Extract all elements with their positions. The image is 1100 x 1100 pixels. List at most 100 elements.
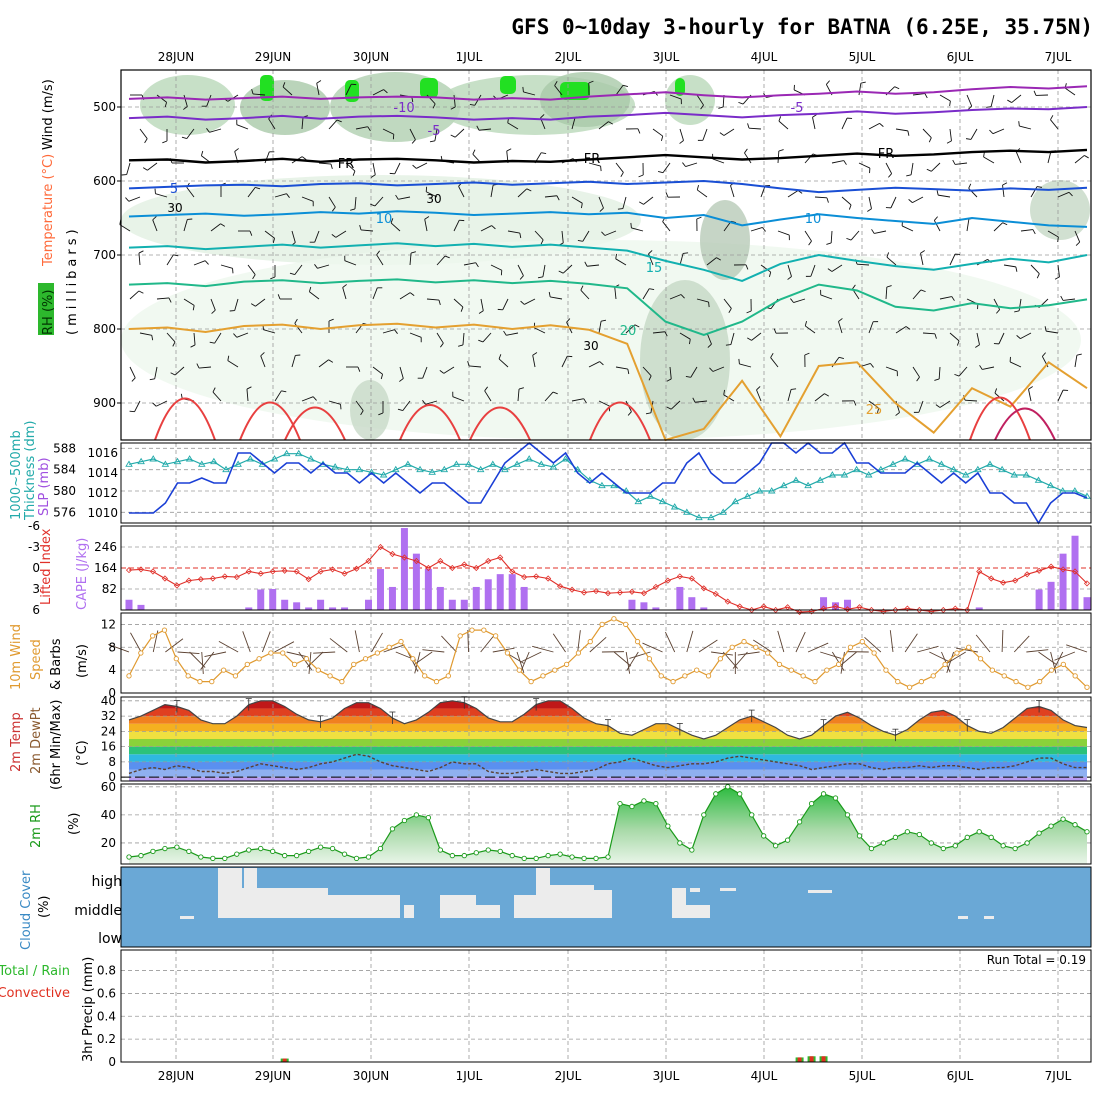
surface-wind-barb: [354, 630, 360, 653]
lifted-index-point: [377, 543, 384, 551]
thickness-point: [416, 465, 424, 473]
upper-wind-barb-flag: [876, 407, 880, 414]
cape-bar: [496, 574, 504, 610]
upper-wind-barb-flag: [458, 344, 464, 347]
wind-speed-point: [895, 678, 901, 685]
rh-point: [665, 823, 671, 829]
upper-wind-barb: [912, 366, 920, 378]
upper-wind-barb-flag: [645, 412, 652, 415]
rh-point: [689, 847, 695, 853]
thickness-point: [852, 465, 861, 473]
cape-bar: [652, 607, 660, 610]
wind-speed-point: [765, 650, 771, 656]
surface-wind-barb: [1013, 635, 1030, 653]
upper-wind-barb: [895, 326, 907, 334]
rh-point: [1012, 845, 1018, 852]
cape-bar: [412, 553, 420, 610]
thickness-point: [683, 508, 691, 515]
surface-wind-barb: [218, 640, 239, 653]
run-total-label: Run Total = 0.19: [987, 953, 1086, 967]
upper-wind-barb: [274, 193, 287, 198]
upper-wind-barb: [970, 128, 978, 140]
rh-point: [198, 854, 204, 860]
upper-wind-barb: [234, 298, 239, 311]
upper-wind-barb: [517, 188, 528, 198]
rh-point: [329, 845, 336, 852]
upper-wind-barb-flag: [138, 290, 144, 294]
wind-speed-point: [244, 661, 250, 668]
upper-wind-barb-flag: [648, 375, 652, 381]
upper-wind-barb: [1057, 389, 1064, 402]
wind-speed-point: [220, 667, 227, 673]
cloud-cell: [218, 868, 242, 888]
upper-wind-barb-flag: [359, 225, 362, 231]
upper-wind-barb-flag: [1042, 352, 1046, 357]
rh-point: [126, 854, 132, 860]
rh-shading-blob: [640, 280, 730, 440]
upper-wind-barb-flag: [192, 305, 195, 311]
upper-wind-barb: [463, 262, 476, 266]
upper-wind-barb: [1047, 230, 1059, 238]
surface-wind-barb: [840, 651, 845, 674]
upper-wind-barb: [976, 332, 980, 345]
rh-saturated-patch: [560, 82, 590, 100]
wind-speed-point: [516, 667, 522, 673]
wind-speed-point: [528, 678, 534, 685]
lifted-index-point: [1036, 567, 1043, 574]
top-date-label: 28JUN: [158, 50, 195, 64]
upper-wind-barb: [744, 152, 752, 164]
upper-wind-barb-flag: [286, 193, 290, 198]
wind-speed-point: [351, 661, 357, 668]
cape-bar: [388, 586, 396, 610]
upper-wind-barb: [301, 396, 314, 402]
upper-wind-barb-flag: [336, 119, 342, 123]
upper-wind-barb: [517, 389, 520, 402]
upper-wind-barb: [355, 400, 364, 411]
wind-speed-point: [776, 661, 783, 668]
rh-point: [557, 851, 563, 857]
cloud-cell: [372, 895, 400, 918]
contour-label: -5: [428, 124, 441, 139]
upper-wind-barb: [966, 219, 970, 232]
surface-wind-barb: [261, 631, 271, 653]
upper-wind-barb: [580, 289, 590, 300]
rh-point: [1024, 840, 1030, 846]
thickness-point: [1022, 471, 1031, 478]
upper-wind-barb: [206, 94, 212, 107]
cloud-cell: [808, 890, 832, 893]
upper-wind-barb-flag: [519, 232, 522, 239]
upper-wind-barb: [777, 230, 790, 236]
thickness-slp-axes: 576 580 584 588 1010 1012 1014 1016: [53, 441, 118, 520]
upper-wind-barb-flag: [679, 140, 684, 144]
thickness-point: [877, 465, 885, 473]
rh-point: [904, 829, 911, 835]
rh-point: [461, 852, 467, 859]
upper-wind-barb: [372, 89, 384, 96]
top-date-label: 1JUL: [456, 50, 483, 64]
upper-wind-barb: [174, 366, 185, 376]
wind-speed-point: [918, 678, 925, 685]
surface-wind-barb: [642, 642, 663, 653]
upper-wind-barb: [949, 253, 956, 266]
upper-wind-barb: [374, 196, 384, 207]
surface-wind-barb: [686, 630, 694, 653]
surface-wind-barb: [492, 647, 515, 653]
temp-color-band: [129, 777, 1087, 781]
surface-wind-barb: [929, 651, 950, 663]
upper-wind-barb: [712, 158, 725, 164]
thickness-point: [658, 497, 667, 505]
isotherm-10: [128, 210, 1088, 228]
upper-wind-barb-flag: [1028, 386, 1033, 390]
upper-wind-barb: [453, 94, 456, 107]
bottom-date-label: 3JUL: [653, 1069, 680, 1083]
lifted-index-point: [161, 575, 168, 582]
wind10m-axis-label-2: Speed: [29, 639, 44, 680]
upper-wind-barb: [614, 287, 617, 300]
surface-wind-barb: [664, 631, 676, 653]
upper-wind-barb: [622, 196, 627, 209]
upper-wind-barb-flag: [370, 203, 376, 207]
upper-wind-barb-flag: [746, 310, 752, 314]
temp2m-unit-label: (°C): [75, 740, 90, 766]
upper-wind-barb: [841, 117, 848, 130]
upper-wind-barb: [139, 332, 152, 336]
